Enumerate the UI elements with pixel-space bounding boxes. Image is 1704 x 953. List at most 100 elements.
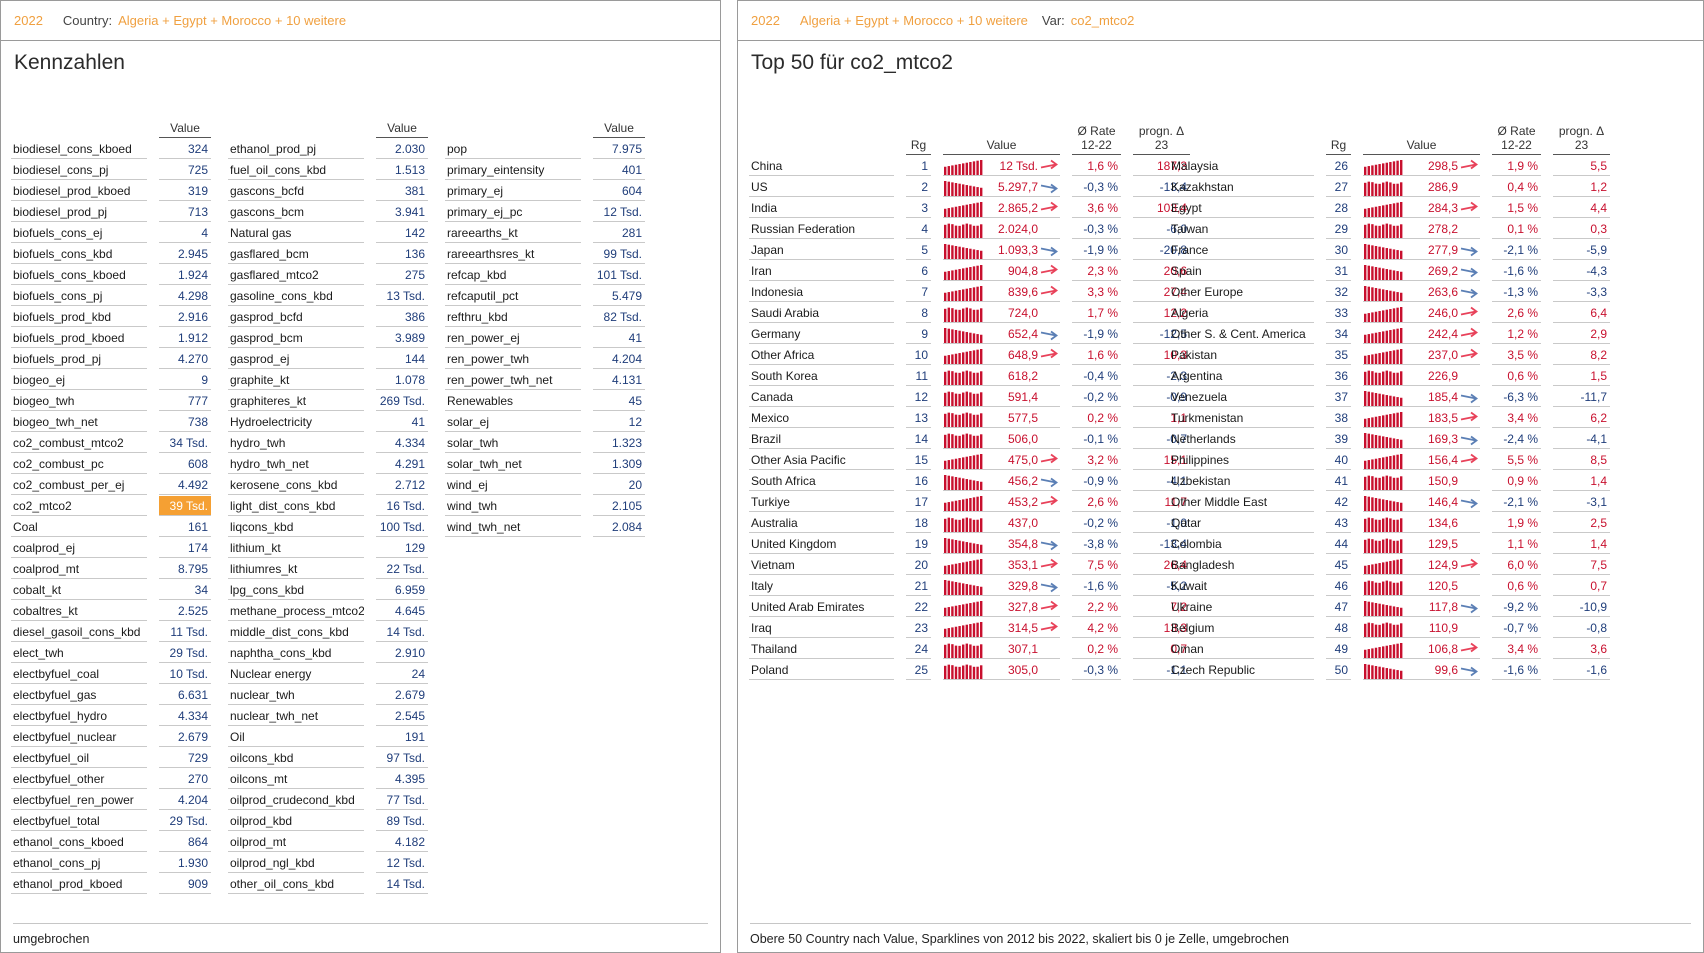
metric-value[interactable]: 12 Tsd. [593, 202, 645, 222]
table-row[interactable]: electbyfuel_total 29 Tsd. [11, 810, 211, 831]
table-row[interactable]: refthru_kbd 82 Tsd. [445, 306, 645, 327]
table-row[interactable]: rareearthsres_kt 99 Tsd. [445, 243, 645, 264]
metric-value[interactable]: 129 [376, 538, 428, 558]
table-row[interactable]: cobaltres_kt 2.525 [11, 600, 211, 621]
table-row[interactable]: ethanol_prod_pj 2.030 [228, 138, 428, 159]
metric-value[interactable]: 4.291 [376, 454, 428, 474]
table-row[interactable]: United Arab Emirates 22 327,8 2,2 % 7,2 [749, 596, 1190, 617]
metric-value[interactable]: 12 [593, 412, 645, 432]
metric-value[interactable]: 9 [159, 370, 211, 390]
metric-value[interactable]: 1.309 [593, 454, 645, 474]
table-row[interactable]: biodiesel_prod_pj 713 [11, 201, 211, 222]
table-row[interactable]: elect_twh 29 Tsd. [11, 642, 211, 663]
table-row[interactable]: oilprod_crudecond_kbd 77 Tsd. [228, 789, 428, 810]
table-row[interactable]: gasprod_bcfd 386 [228, 306, 428, 327]
table-row[interactable]: lithium_kt 129 [228, 537, 428, 558]
metric-value[interactable]: 270 [159, 769, 211, 789]
metric-value[interactable]: 381 [376, 181, 428, 201]
metric-value[interactable]: 3.941 [376, 202, 428, 222]
table-row[interactable]: Netherlands 39 169,3 -2,4 % -4,1 [1169, 428, 1610, 449]
metric-value[interactable]: 713 [159, 202, 211, 222]
metric-value[interactable]: 4.131 [593, 370, 645, 390]
table-row[interactable]: solar_twh_net 1.309 [445, 453, 645, 474]
table-row[interactable]: co2_mtco2 39 Tsd. [11, 495, 211, 516]
metric-value[interactable]: 386 [376, 307, 428, 327]
table-row[interactable]: gascons_bcm 3.941 [228, 201, 428, 222]
table-row[interactable]: biogeo_twh 777 [11, 390, 211, 411]
table-row[interactable]: Thailand 24 307,1 0,2 % 0,7 [749, 638, 1190, 659]
metric-value[interactable]: 136 [376, 244, 428, 264]
table-row[interactable]: wind_twh 2.105 [445, 495, 645, 516]
table-row[interactable]: Oman 49 106,8 3,4 % 3,6 [1169, 638, 1610, 659]
table-row[interactable]: biogeo_twh_net 738 [11, 411, 211, 432]
metric-value[interactable]: 1.912 [159, 328, 211, 348]
metric-value[interactable]: 4.334 [376, 433, 428, 453]
metric-value[interactable]: 4.334 [159, 706, 211, 726]
metric-value[interactable]: 99 Tsd. [593, 244, 645, 264]
metric-value[interactable]: 191 [376, 727, 428, 747]
table-row[interactable]: Czech Republic 50 99,6 -1,6 % -1,6 [1169, 659, 1610, 680]
metric-value[interactable]: 41 [376, 412, 428, 432]
table-row[interactable]: fuel_oil_cons_kbd 1.513 [228, 159, 428, 180]
table-row[interactable]: Philippines 40 156,4 5,5 % 8,5 [1169, 449, 1610, 470]
table-row[interactable]: liqcons_kbd 100 Tsd. [228, 516, 428, 537]
metric-value[interactable]: 24 [376, 664, 428, 684]
metric-value[interactable]: 2.712 [376, 475, 428, 495]
country-filter-value[interactable]: Algeria + Egypt + Morocco + 10 weitere [118, 13, 347, 28]
metric-value[interactable]: 6.959 [376, 580, 428, 600]
metric-value[interactable]: 4.492 [159, 475, 211, 495]
metric-value[interactable]: 20 [593, 475, 645, 495]
metric-value[interactable]: 39 Tsd. [159, 496, 211, 516]
table-row[interactable]: South Korea 11 618,2 -0,4 % -2,3 [749, 365, 1190, 386]
table-row[interactable]: Colombia 44 129,5 1,1 % 1,4 [1169, 533, 1610, 554]
table-row[interactable]: Canada 12 591,4 -0,2 % -0,9 [749, 386, 1190, 407]
metric-value[interactable]: 13 Tsd. [376, 286, 428, 306]
table-row[interactable]: United Kingdom 19 354,8 -3,8 % -13,4 [749, 533, 1190, 554]
table-row[interactable]: electbyfuel_coal 10 Tsd. [11, 663, 211, 684]
metric-value[interactable]: 275 [376, 265, 428, 285]
metric-value[interactable]: 2.916 [159, 307, 211, 327]
table-row[interactable]: Malaysia 26 298,5 1,9 % 5,5 [1169, 155, 1610, 176]
forecast-header[interactable]: progn. Δ 23 [1553, 124, 1610, 155]
table-row[interactable]: Vietnam 20 353,1 7,5 % 26,4 [749, 554, 1190, 575]
table-row[interactable]: electbyfuel_oil 729 [11, 747, 211, 768]
table-row[interactable]: ren_power_twh 4.204 [445, 348, 645, 369]
metric-value[interactable]: 2.679 [159, 727, 211, 747]
metric-value[interactable]: 2.945 [159, 244, 211, 264]
table-row[interactable]: biofuels_prod_kbd 2.916 [11, 306, 211, 327]
metric-value[interactable]: 4.204 [159, 790, 211, 810]
metric-value[interactable]: 4.298 [159, 286, 211, 306]
table-row[interactable]: biodiesel_prod_kboed 319 [11, 180, 211, 201]
metric-value[interactable]: 1.930 [159, 853, 211, 873]
var-filter-value[interactable]: co2_mtco2 [1070, 13, 1135, 28]
metric-value[interactable]: 2.545 [376, 706, 428, 726]
table-row[interactable]: Brazil 14 506,0 -0,1 % -0,7 [749, 428, 1190, 449]
metric-value[interactable]: 22 Tsd. [376, 559, 428, 579]
metric-value[interactable]: 100 Tsd. [376, 517, 428, 537]
metric-value[interactable]: 77 Tsd. [376, 790, 428, 810]
value-header[interactable]: Value [1363, 138, 1480, 155]
metric-value[interactable]: 864 [159, 832, 211, 852]
metric-value[interactable]: 89 Tsd. [376, 811, 428, 831]
table-row[interactable]: Nuclear energy 24 [228, 663, 428, 684]
table-row[interactable]: Argentina 36 226,9 0,6 % 1,5 [1169, 365, 1610, 386]
table-row[interactable]: nuclear_twh 2.679 [228, 684, 428, 705]
table-row[interactable]: coalprod_ej 174 [11, 537, 211, 558]
table-row[interactable]: kerosene_cons_kbd 2.712 [228, 474, 428, 495]
metric-value[interactable]: 2.105 [593, 496, 645, 516]
table-row[interactable]: biofuels_cons_pj 4.298 [11, 285, 211, 306]
table-row[interactable]: gasprod_ej 144 [228, 348, 428, 369]
table-row[interactable]: primary_eintensity 401 [445, 159, 645, 180]
metric-value[interactable]: 101 Tsd. [593, 265, 645, 285]
table-row[interactable]: Qatar 43 134,6 1,9 % 2,5 [1169, 512, 1610, 533]
table-row[interactable]: co2_combust_pc 608 [11, 453, 211, 474]
table-row[interactable]: Pakistan 35 237,0 3,5 % 8,2 [1169, 344, 1610, 365]
metric-value[interactable]: 14 Tsd. [376, 874, 428, 894]
table-row[interactable]: biodiesel_cons_kboed 324 [11, 138, 211, 159]
table-row[interactable]: Venezuela 37 185,4 -6,3 % -11,7 [1169, 386, 1610, 407]
metric-value[interactable]: 2.030 [376, 139, 428, 159]
table-row[interactable]: gascons_bcfd 381 [228, 180, 428, 201]
table-row[interactable]: coalprod_mt 8.795 [11, 558, 211, 579]
table-row[interactable]: diesel_gasoil_cons_kbd 11 Tsd. [11, 621, 211, 642]
table-row[interactable]: ethanol_cons_pj 1.930 [11, 852, 211, 873]
